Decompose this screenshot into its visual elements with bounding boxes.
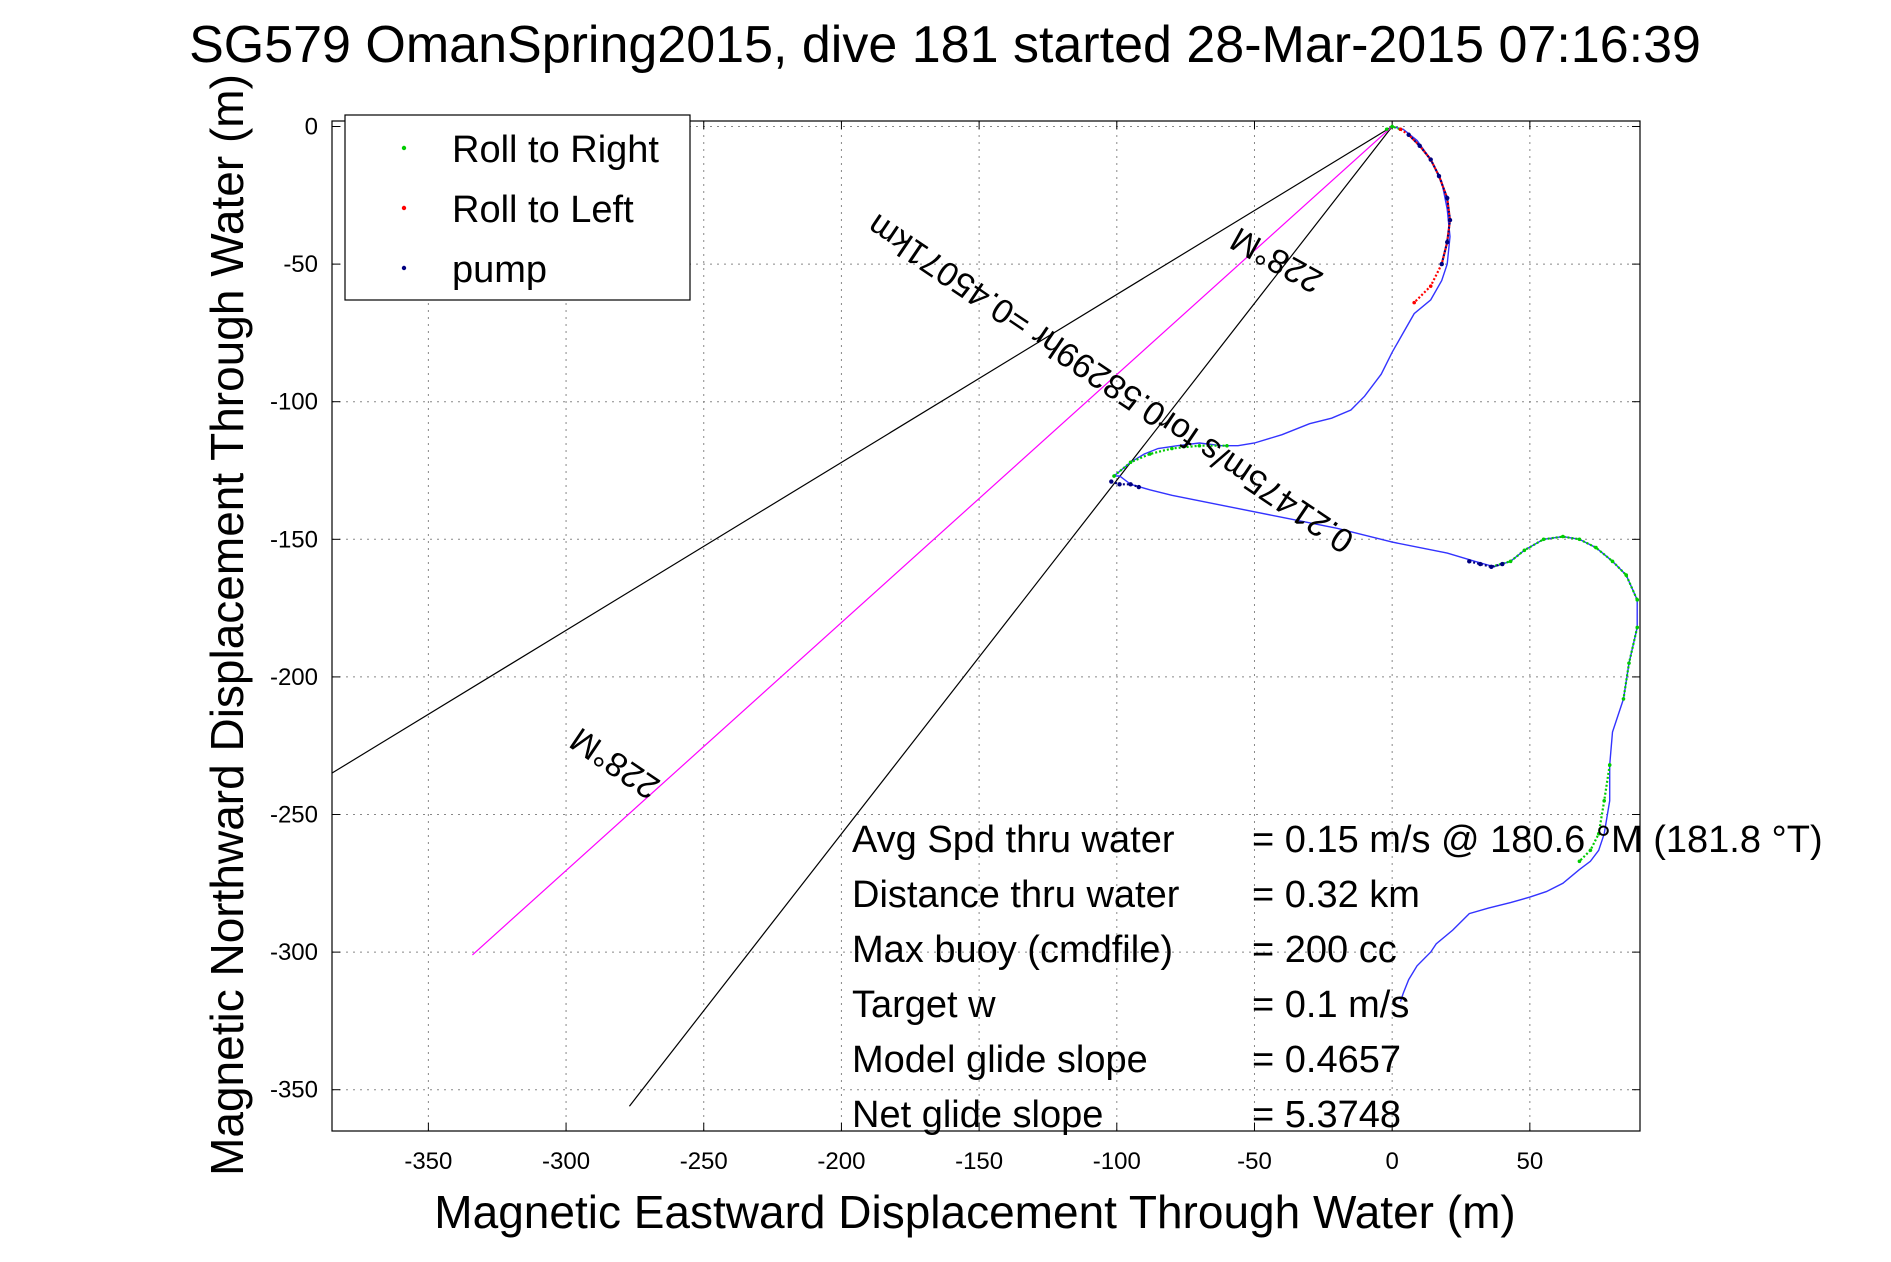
pump-segment — [1110, 480, 1140, 489]
pump-point — [1117, 482, 1122, 487]
x-tick-label: -250 — [680, 1148, 728, 1175]
dive-track — [1112, 125, 1638, 1002]
roll-right-point — [1621, 697, 1626, 701]
legend-label: pump — [452, 249, 547, 291]
roll-right-point — [1197, 443, 1202, 448]
pump-point — [1439, 261, 1444, 267]
roll-right-point — [1577, 859, 1582, 864]
pump-point — [1428, 157, 1433, 162]
axis-ticks: -350 -300 -250 -200 -150 -100 -50 0 50 0 -50 -100 -1… — [270, 114, 1640, 1175]
x-tick-label: -100 — [1093, 1148, 1141, 1175]
y-tick-label: -300 — [270, 939, 318, 966]
plot-clip-group — [332, 124, 1640, 1107]
y-tick-label: -350 — [270, 1077, 318, 1104]
roll-right-point — [1635, 625, 1640, 630]
y-tick-label: -50 — [283, 251, 318, 278]
roll-right-point — [1610, 559, 1615, 564]
x-tick-label: 50 — [1517, 1148, 1544, 1175]
pump-point — [1467, 559, 1472, 564]
summary-value: = 0.1 m/s — [1252, 984, 1409, 1026]
chart-title: SG579 OmanSpring2015, dive 181 started 2… — [189, 16, 1701, 74]
axes-box — [331, 120, 1641, 1132]
roll-right-segment — [1490, 535, 1639, 601]
y-tick-label: 0 — [305, 114, 318, 141]
heading-line-wedge-upper — [332, 125, 1393, 774]
x-tick-label: -150 — [955, 1148, 1003, 1175]
roll-left-point — [1398, 127, 1403, 132]
y-tick-label: -200 — [270, 664, 318, 691]
roll-right-point — [1128, 460, 1133, 465]
x-tick-label: -200 — [817, 1148, 865, 1175]
roll-right-point — [1522, 548, 1527, 553]
pump-point — [1128, 482, 1133, 487]
roll-right-point — [1627, 661, 1631, 665]
pump-point — [1445, 239, 1450, 245]
pump-point — [1109, 479, 1114, 484]
pump-point — [1478, 561, 1483, 567]
roll-right-point — [1112, 474, 1116, 478]
roll-right-point — [1624, 573, 1629, 577]
legend: Roll to Right Roll to Left pump — [344, 114, 691, 301]
legend-marker — [401, 145, 407, 151]
summary-value: = 0.4657 — [1252, 1039, 1401, 1081]
x-tick-label: -300 — [542, 1148, 590, 1175]
x-tick-label: -50 — [1237, 1148, 1272, 1175]
roll-right-point — [1541, 537, 1546, 542]
roll-right-point — [1148, 452, 1152, 456]
roll-left-point — [1412, 300, 1416, 305]
pump-point — [1489, 564, 1494, 570]
summary-label: Target w — [852, 984, 996, 1026]
roll-right-point — [1594, 545, 1598, 550]
roll-right-point — [1596, 831, 1601, 836]
roll-right-point — [1561, 534, 1565, 539]
y-tick-label: -150 — [270, 526, 318, 553]
roll-right-point — [1170, 446, 1174, 451]
roll-right-point — [1508, 559, 1513, 564]
summary-value: = 200 cc — [1252, 929, 1397, 971]
pump-point — [1417, 143, 1422, 148]
summary-value: = 5.3748 — [1252, 1094, 1401, 1136]
summary-label: Avg Spd thru water — [852, 819, 1175, 861]
roll-right-point — [1588, 848, 1593, 853]
legend-label: Roll to Right — [452, 129, 659, 171]
legend-label: Roll to Left — [452, 189, 634, 231]
pump-point — [1500, 561, 1505, 567]
x-tick-label: -350 — [404, 1148, 452, 1175]
heading-line-wedge-lower — [628, 126, 1393, 1107]
heading-line-heading — [471, 126, 1393, 956]
x-tick-label: 0 — [1385, 1148, 1398, 1175]
summary-value: = 0.32 km — [1252, 874, 1420, 916]
pump-segment — [1469, 560, 1503, 568]
pump-point — [1447, 217, 1453, 223]
roll-right-point — [1577, 537, 1582, 542]
roll-right-point — [1607, 763, 1612, 767]
pump-point — [1436, 173, 1442, 179]
summary-block: Avg Spd thru water = 0.15 m/s @ 180.6 °M … — [852, 819, 1823, 1136]
summary-label: Max buoy (cmdfile) — [852, 929, 1173, 971]
summary-label: Distance thru water — [852, 874, 1180, 916]
roll-right-point — [1225, 443, 1229, 448]
y-tick-label: -100 — [270, 389, 318, 416]
roll-right-point — [1635, 598, 1640, 602]
pump-point — [1406, 132, 1411, 137]
x-axis-label: Magnetic Eastward Displacement Through W… — [434, 1186, 1515, 1238]
roll-right-point — [1384, 127, 1389, 132]
legend-marker — [401, 265, 407, 271]
y-axis-label: Magnetic Northward Displacement Through … — [201, 74, 253, 1176]
summary-label: Model glide slope — [852, 1039, 1148, 1081]
pump-point — [1445, 195, 1450, 201]
summary-label: Net glide slope — [852, 1094, 1103, 1136]
roll-right-point — [1602, 798, 1607, 803]
y-tick-label: -250 — [270, 802, 318, 829]
roll-right-point — [1390, 124, 1394, 129]
roll-right-segment — [1113, 444, 1227, 477]
roll-left-point — [1428, 284, 1433, 288]
legend-marker — [401, 205, 407, 211]
summary-value: = 0.15 m/s @ 180.6 °M (181.8 °T) — [1252, 819, 1823, 861]
pump-point — [1136, 484, 1142, 490]
